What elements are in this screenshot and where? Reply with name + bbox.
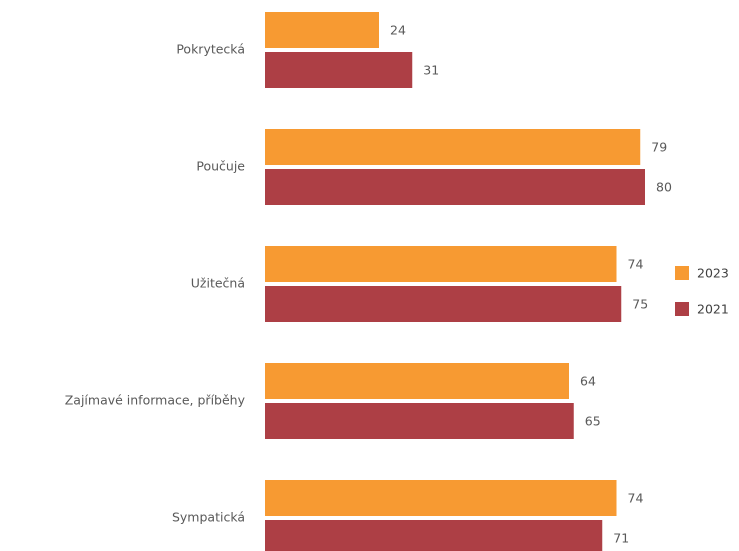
bar [265, 129, 641, 165]
legend-swatch [675, 266, 689, 280]
category-label: Pokrytecká [176, 42, 245, 57]
bar [265, 403, 574, 439]
value-label: 71 [613, 531, 629, 546]
legend-label: 2021 [697, 302, 729, 317]
category-label: Sympatická [172, 510, 245, 525]
bar [265, 520, 603, 551]
bar [265, 12, 379, 48]
bar [265, 52, 413, 88]
bar [265, 363, 569, 399]
category-label: Poučuje [196, 159, 245, 174]
value-label: 65 [585, 414, 601, 429]
bar [265, 480, 617, 516]
bar [265, 286, 622, 322]
value-label: 74 [628, 491, 644, 506]
value-label: 74 [628, 257, 644, 272]
value-label: 31 [423, 63, 439, 78]
value-label: 79 [651, 140, 667, 155]
bar [265, 246, 617, 282]
value-label: 64 [580, 374, 596, 389]
value-label: 80 [656, 180, 672, 195]
category-label: Zajímavé informace, příběhy [65, 393, 246, 408]
category-label: Užitečná [191, 276, 245, 291]
bar [265, 169, 645, 205]
legend-swatch [675, 302, 689, 316]
value-label: 24 [390, 23, 406, 38]
value-label: 75 [632, 297, 648, 312]
legend-label: 2023 [697, 266, 729, 281]
